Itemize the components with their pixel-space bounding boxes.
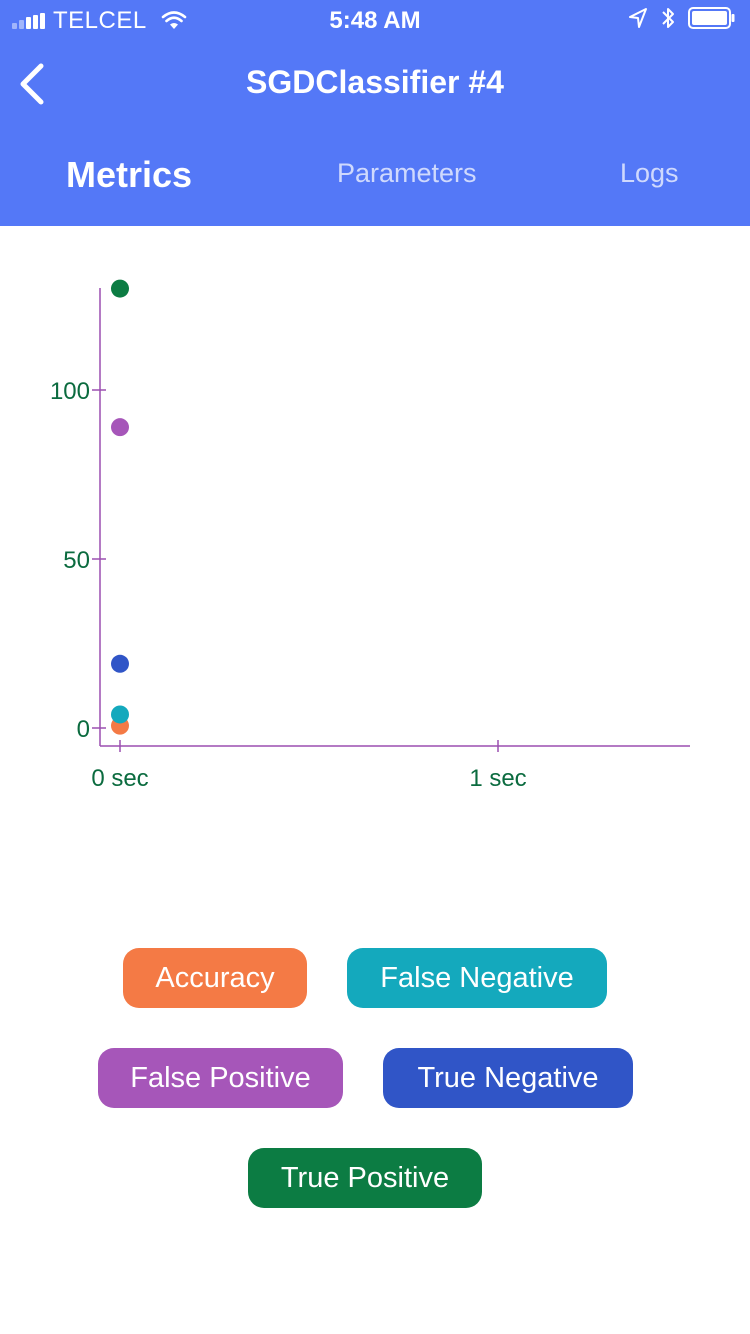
header: TELCEL 5:48 AM SGDClassi bbox=[0, 0, 750, 226]
y-tick-label: 50 bbox=[63, 547, 90, 574]
status-bar: TELCEL 5:48 AM bbox=[0, 0, 750, 40]
data-point-true-positive bbox=[111, 279, 129, 298]
tab-metrics[interactable]: Metrics bbox=[66, 154, 193, 195]
status-time: 5:48 AM bbox=[329, 7, 421, 34]
legend-false-negative-button[interactable]: False Negative bbox=[347, 948, 607, 1008]
status-right bbox=[616, 6, 736, 30]
wifi-icon bbox=[161, 11, 187, 29]
x-tick-label: 1 sec bbox=[469, 765, 526, 792]
page-title: SGDClassifier #4 bbox=[246, 64, 504, 100]
data-point-false-positive bbox=[111, 418, 129, 437]
metrics-chart: 0 50 100 0 sec 1 sec bbox=[0, 226, 750, 866]
location-arrow-icon bbox=[629, 8, 647, 28]
signal-icon bbox=[12, 13, 47, 29]
y-ticks: 0 50 100 bbox=[50, 378, 106, 743]
data-point-true-negative bbox=[111, 654, 129, 673]
legend-true-negative-button[interactable]: True Negative bbox=[383, 1048, 633, 1108]
y-tick-label: 100 bbox=[50, 378, 90, 405]
back-button[interactable] bbox=[14, 60, 50, 108]
battery-icon bbox=[688, 7, 735, 29]
tab-logs[interactable]: Logs bbox=[620, 158, 679, 188]
bluetooth-icon bbox=[662, 8, 674, 28]
tab-parameters[interactable]: Parameters bbox=[337, 158, 477, 188]
legend-true-positive-button[interactable]: True Positive bbox=[248, 1148, 482, 1208]
chevron-left-icon bbox=[20, 63, 44, 105]
data-points bbox=[111, 279, 129, 735]
legend-false-positive-button[interactable]: False Positive bbox=[98, 1048, 343, 1108]
legend-accuracy-button[interactable]: Accuracy bbox=[123, 948, 307, 1008]
carrier-name: TELCEL bbox=[53, 7, 147, 34]
metrics-scatter-plot: 0 50 100 0 sec 1 sec bbox=[50, 279, 690, 792]
y-tick-label: 0 bbox=[77, 716, 90, 743]
x-ticks: 0 sec 1 sec bbox=[91, 740, 527, 792]
data-point-false-negative bbox=[111, 705, 129, 724]
x-tick-label: 0 sec bbox=[91, 765, 148, 792]
status-left: TELCEL bbox=[12, 7, 187, 35]
